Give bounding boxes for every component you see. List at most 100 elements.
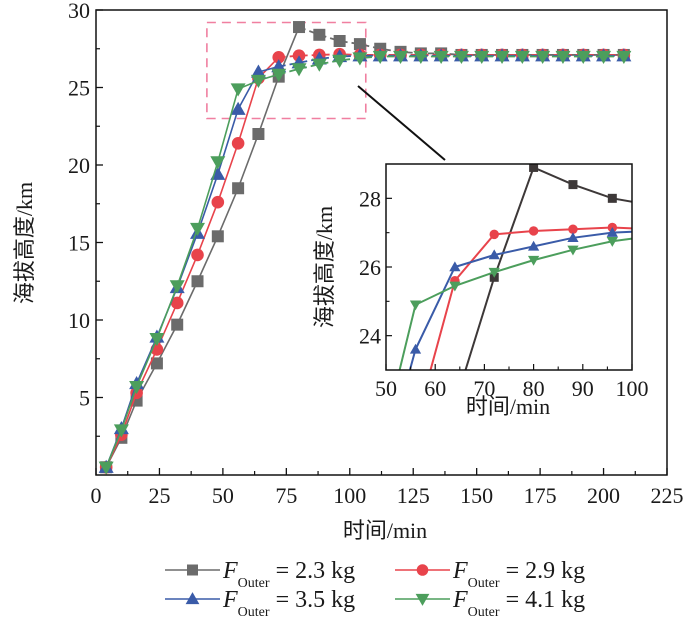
legend-label: FOuter = 2.9 kg: [452, 558, 585, 591]
x-tick-label: 100: [333, 483, 366, 508]
inset-data-point: [527, 255, 540, 266]
data-point: [293, 21, 306, 34]
main-y-axis-title: 海拔高度/km: [12, 182, 37, 304]
data-point: [231, 137, 245, 150]
x-tick-label: 125: [397, 483, 430, 508]
data-point: [169, 280, 185, 294]
legend-item: FOuter = 3.5 kg: [165, 587, 355, 620]
inset-y-tick-label: 28: [359, 186, 381, 211]
legend-label-subscript: Outer: [468, 576, 500, 591]
x-tick-label: 0: [91, 483, 102, 508]
series-line-dashed: [278, 55, 624, 76]
legend-label: FOuter = 2.3 kg: [222, 558, 355, 591]
data-point: [191, 248, 204, 262]
y-tick-label: 20: [68, 153, 90, 178]
series-line-dashed: [278, 54, 624, 68]
data-point: [372, 50, 388, 64]
x-tick-label: 75: [275, 483, 297, 508]
inset-y-tick-labels: 24 26 28: [359, 186, 381, 348]
data-point: [170, 296, 184, 310]
data-point: [191, 275, 204, 288]
inset-data-point: [527, 240, 540, 251]
data-point: [129, 381, 145, 395]
inset-x-tick-labels: 50 60 70 80 90 100: [375, 376, 649, 401]
data-point: [271, 68, 287, 82]
inset-x-tick-label: 50: [375, 376, 397, 401]
data-point: [232, 182, 245, 195]
zoom-box-rect: [206, 21, 367, 120]
inset-data-point: [371, 462, 382, 472]
inset-data-point: [449, 281, 461, 292]
main-x-tick-labels: 0 25 50 75 100 125 150 175 200 225: [91, 483, 684, 508]
data-point: [190, 222, 206, 237]
data-point: [555, 50, 571, 64]
x-tick-label: 150: [460, 483, 493, 508]
legend-label-value: = 2.3 kg: [270, 558, 356, 584]
data-point: [352, 52, 368, 66]
data-point: [313, 28, 326, 41]
legend-label-value: = 3.5 kg: [270, 587, 356, 613]
data-point: [230, 101, 246, 115]
y-tick-label: 5: [79, 386, 90, 411]
legend-marker-triangle-up: [185, 592, 200, 605]
inset-x-tick-label: 100: [616, 376, 649, 401]
data-point: [575, 50, 591, 64]
inset-data-point: [647, 201, 656, 210]
data-point: [230, 83, 246, 97]
data-point: [494, 50, 510, 64]
inset-y-tick-label: 24: [359, 324, 381, 349]
inset-data-point: [371, 488, 382, 498]
inset-x-tick-label: 80: [523, 376, 545, 401]
inset-x-tick-label: 90: [572, 376, 594, 401]
inset-data-point: [488, 267, 500, 278]
legend-label-value: = 4.1 kg: [500, 587, 586, 613]
series-line: [105, 73, 279, 468]
inset-data-point: [607, 193, 617, 203]
data-point: [149, 332, 165, 347]
data-point: [596, 50, 612, 64]
data-point: [535, 50, 551, 64]
x-tick-label: 200: [587, 483, 620, 508]
inset-series-triangle-down: [371, 237, 632, 472]
inset-plot-axes: [385, 163, 633, 371]
legend-label-symbol: F: [452, 587, 468, 613]
inset-data-point: [409, 343, 422, 354]
inset-series-circle: [371, 222, 632, 560]
data-point: [616, 50, 632, 64]
data-point: [211, 195, 225, 209]
legend-item: FOuter = 2.3 kg: [165, 558, 355, 591]
data-point: [113, 424, 129, 438]
y-tick-label: 30: [68, 0, 90, 23]
y-tick-label: 25: [68, 76, 90, 101]
data-point: [272, 50, 286, 64]
inset-data-point: [411, 420, 420, 429]
data-point: [252, 128, 265, 140]
inset-data-point: [489, 229, 499, 240]
y-tick-label: 15: [68, 231, 90, 256]
inset-y-axis-title: 海拔高度/km: [312, 206, 337, 328]
main-x-axis-title: 时间/min: [343, 518, 427, 543]
inset-data-point: [567, 245, 579, 256]
series-triangle-down: [98, 50, 632, 475]
inset-x-tick-label: 60: [424, 376, 446, 401]
inset-y-tick-label: 26: [359, 255, 381, 280]
inset-data-point: [529, 164, 539, 172]
data-point: [353, 38, 366, 51]
inset-x-tick-label: 70: [473, 376, 495, 401]
legend-label-subscript: Outer: [238, 605, 270, 620]
legend-label: FOuter = 4.1 kg: [452, 587, 585, 620]
legend-marker-square: [187, 564, 198, 576]
data-point: [311, 58, 327, 72]
inset-data-point: [488, 249, 500, 260]
legend-marker-circle: [416, 564, 429, 576]
inset-data-point: [449, 261, 461, 272]
legend-marker-triangle-down: [415, 593, 430, 606]
data-point: [413, 50, 429, 64]
data-point: [211, 230, 224, 243]
data-point: [333, 35, 346, 47]
legend-item: FOuter = 4.1 kg: [395, 587, 585, 620]
legend-label: FOuter = 3.5 kg: [222, 587, 355, 620]
inset-data-point: [371, 551, 380, 560]
